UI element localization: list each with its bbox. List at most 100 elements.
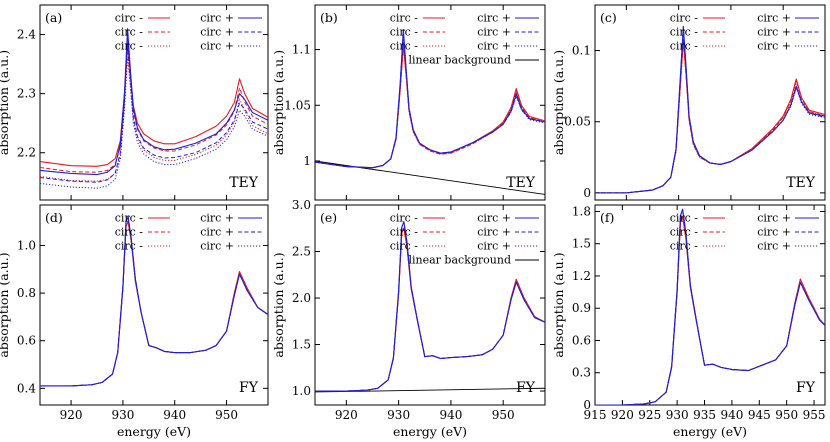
- legend-label: circ -: [115, 12, 144, 25]
- legend-label: circ +: [757, 40, 791, 53]
- legend-label: circ +: [757, 12, 791, 25]
- x-tick-label: 920: [611, 408, 634, 422]
- y-tick-label: 1.0: [17, 238, 36, 252]
- curves: [315, 28, 545, 195]
- legend-label: circ +: [477, 240, 511, 253]
- series-circ-minus-2: [40, 221, 268, 387]
- legend-label: circ +: [477, 26, 511, 39]
- plot-frame: [594, 204, 826, 406]
- legend-label: circ +: [200, 26, 234, 39]
- curves: [40, 216, 268, 387]
- x-tick-label: 930: [387, 408, 410, 422]
- x-axis-label: energy (eV): [117, 424, 191, 439]
- legend: circ -circ -circ -circ +circ +circ +: [670, 212, 819, 253]
- legend-label: circ -: [390, 40, 419, 53]
- plot-frame: [314, 4, 546, 201]
- series-circ-minus-3: [595, 41, 825, 194]
- legend-label: circ +: [477, 226, 511, 239]
- detection-mode-label: TEY: [229, 175, 259, 191]
- y-tick-label: 1.8: [572, 204, 591, 218]
- series-circ-plus-3: [40, 216, 268, 387]
- legend-label: linear background: [408, 254, 511, 267]
- y-tick-label: 0.9: [572, 301, 591, 315]
- detection-mode-label: FY: [239, 380, 259, 396]
- legend-label: circ +: [200, 226, 234, 239]
- x-tick-label: 950: [215, 408, 238, 422]
- panel-f: 915 920 925 930 935 940 945 950 955 0 0.3 0.6 0.9 1.2…: [551, 204, 826, 439]
- x-tick-label: 940: [163, 408, 186, 422]
- y-tick-label: 0.8: [17, 286, 36, 300]
- legend-label: circ -: [390, 26, 419, 39]
- plot-frame: [314, 204, 546, 406]
- plot-frame: [39, 4, 269, 201]
- series-circ-plus-3: [595, 208, 825, 405]
- x-tick-label: 950: [492, 408, 515, 422]
- curves: [40, 28, 268, 189]
- y-tick-label: 1.5: [572, 237, 591, 251]
- series-circ-plus-3: [315, 33, 545, 169]
- x-axis-label: energy (eV): [673, 424, 747, 439]
- legend-label: circ -: [670, 26, 699, 39]
- series-circ-plus-1: [40, 28, 268, 176]
- legend-label: circ -: [390, 240, 419, 253]
- legend-label: circ -: [115, 240, 144, 253]
- legend: circ -circ -circ -circ +circ +circ +: [670, 12, 819, 53]
- legend-label: circ -: [670, 40, 699, 53]
- curves: [595, 208, 825, 405]
- y-axis-label: absorption (a.u.): [551, 252, 566, 357]
- detection-mode-label: FY: [796, 380, 816, 396]
- x-tick-label: 940: [439, 408, 462, 422]
- y-tick-label: 0.05: [564, 115, 591, 129]
- x-axis-label: energy (eV): [393, 424, 467, 439]
- y-tick-label: 2.0: [292, 291, 311, 305]
- y-tick-label: 2.3: [17, 87, 36, 101]
- y-axis-label: absorption (a.u.): [271, 50, 286, 155]
- y-tick-label: 1.1: [292, 43, 311, 57]
- legend-label: circ +: [477, 12, 511, 25]
- y-tick-label: 0: [583, 398, 591, 412]
- x-tick-label: 930: [666, 408, 689, 422]
- legend-label: circ -: [390, 212, 419, 225]
- legend-label: linear background: [408, 54, 511, 67]
- curves: [315, 221, 545, 393]
- detection-mode-label: FY: [516, 380, 536, 396]
- x-tick-label: 925: [638, 408, 661, 422]
- series-circ-minus-3: [40, 57, 268, 182]
- legend-label: circ +: [477, 212, 511, 225]
- series-circ-plus-2: [40, 37, 268, 183]
- series-circ-plus-3: [595, 31, 825, 194]
- x-tick-label: 955: [803, 408, 826, 422]
- series-circ-plus-3: [40, 42, 268, 189]
- legend-label: circ +: [757, 240, 791, 253]
- legend: circ -circ -circ -circ +circ +circ +: [115, 212, 262, 253]
- y-tick-label: 3.0: [292, 198, 311, 212]
- panel-label: (a): [45, 10, 62, 25]
- x-tick-label: 945: [748, 408, 771, 422]
- series-circ-plus-2: [595, 28, 825, 194]
- detection-mode-label: TEY: [506, 175, 536, 191]
- y-tick-label: 0: [583, 186, 591, 200]
- y-axis-label: absorption (a.u.): [0, 252, 11, 357]
- legend-label: circ -: [115, 226, 144, 239]
- y-axis-label: absorption (a.u.): [551, 50, 566, 155]
- series-circ-plus-2: [40, 216, 268, 387]
- y-tick-label: 1.05: [284, 98, 311, 112]
- plot-frame: [594, 4, 826, 201]
- legend-label: circ +: [757, 26, 791, 39]
- legend-label: circ -: [670, 12, 699, 25]
- x-tick-label: 950: [775, 408, 798, 422]
- legend-label: circ -: [390, 12, 419, 25]
- legend-label: circ -: [115, 40, 144, 53]
- legend-label: circ -: [670, 212, 699, 225]
- y-tick-label: 1: [303, 154, 311, 168]
- x-tick-label: 920: [60, 408, 83, 422]
- x-tick-label: 935: [693, 408, 716, 422]
- legend: circ -circ -circ -circ +circ +circ +line…: [390, 12, 539, 67]
- y-tick-label: 0.6: [572, 333, 591, 347]
- legend-label: circ +: [200, 212, 234, 225]
- y-tick-label: 1.2: [572, 269, 591, 283]
- y-tick-label: 0.3: [572, 366, 591, 380]
